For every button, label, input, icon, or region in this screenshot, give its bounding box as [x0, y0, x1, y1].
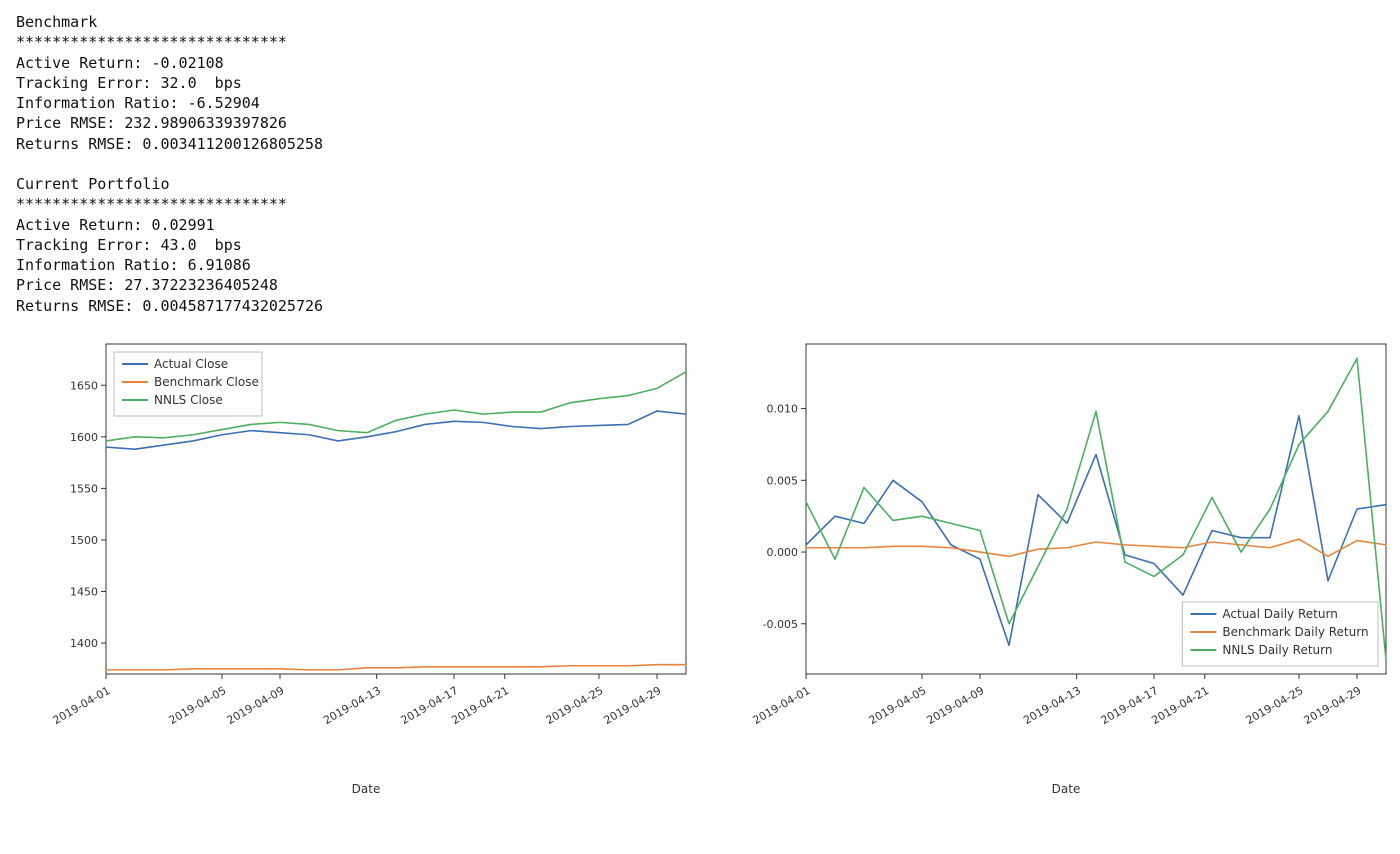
svg-text:2019-04-21: 2019-04-21 [449, 684, 511, 727]
svg-text:0.010: 0.010 [767, 402, 799, 415]
svg-text:1550: 1550 [70, 482, 98, 495]
svg-text:2019-04-05: 2019-04-05 [167, 684, 229, 727]
daily-return-chart: -0.005 0.000 0.005 0.010 2019-04-01 2019-04-0… [736, 334, 1396, 774]
left-xlabel: Date [352, 782, 381, 796]
svg-text:2019-04-29: 2019-04-29 [602, 684, 664, 727]
svg-text:2019-04-25: 2019-04-25 [544, 684, 606, 727]
svg-text:-0.005: -0.005 [763, 618, 798, 631]
svg-text:2019-04-01: 2019-04-01 [751, 684, 813, 727]
svg-text:1650: 1650 [70, 379, 98, 392]
close-price-chart: 1400 1450 1500 1550 1600 1650 2019-04-01 2019-0… [36, 334, 696, 774]
svg-text:NNLS Daily Return: NNLS Daily Return [1222, 643, 1332, 657]
svg-text:2019-04-05: 2019-04-05 [867, 684, 929, 727]
charts-row: 1400 1450 1500 1550 1600 1650 2019-04-01 2019-0… [16, 334, 1384, 796]
svg-text:2019-04-13: 2019-04-13 [321, 684, 383, 727]
svg-text:0.005: 0.005 [767, 474, 799, 487]
right-xlabel: Date [1052, 782, 1081, 796]
svg-text:2019-04-01: 2019-04-01 [51, 684, 113, 727]
svg-text:2019-04-21: 2019-04-21 [1149, 684, 1211, 727]
svg-text:Benchmark Close: Benchmark Close [154, 375, 259, 389]
svg-text:Actual Close: Actual Close [154, 357, 228, 371]
svg-text:Actual Daily Return: Actual Daily Return [1222, 607, 1337, 621]
svg-text:1450: 1450 [70, 585, 98, 598]
left-chart-wrap: 1400 1450 1500 1550 1600 1650 2019-04-01 2019-0… [36, 334, 696, 796]
right-chart-wrap: -0.005 0.000 0.005 0.010 2019-04-01 2019-04-0… [736, 334, 1396, 796]
svg-text:2019-04-13: 2019-04-13 [1021, 684, 1083, 727]
svg-text:2019-04-29: 2019-04-29 [1302, 684, 1364, 727]
svg-text:1600: 1600 [70, 431, 98, 444]
svg-text:1500: 1500 [70, 534, 98, 547]
svg-text:Benchmark Daily Return: Benchmark Daily Return [1222, 625, 1368, 639]
svg-text:2019-04-25: 2019-04-25 [1244, 684, 1306, 727]
metrics-text: Benchmark ******************************… [16, 12, 1384, 316]
svg-text:0.000: 0.000 [767, 546, 799, 559]
svg-text:NNLS Close: NNLS Close [154, 393, 223, 407]
svg-text:2019-04-09: 2019-04-09 [925, 684, 987, 727]
svg-text:1400: 1400 [70, 637, 98, 650]
svg-text:2019-04-09: 2019-04-09 [225, 684, 287, 727]
